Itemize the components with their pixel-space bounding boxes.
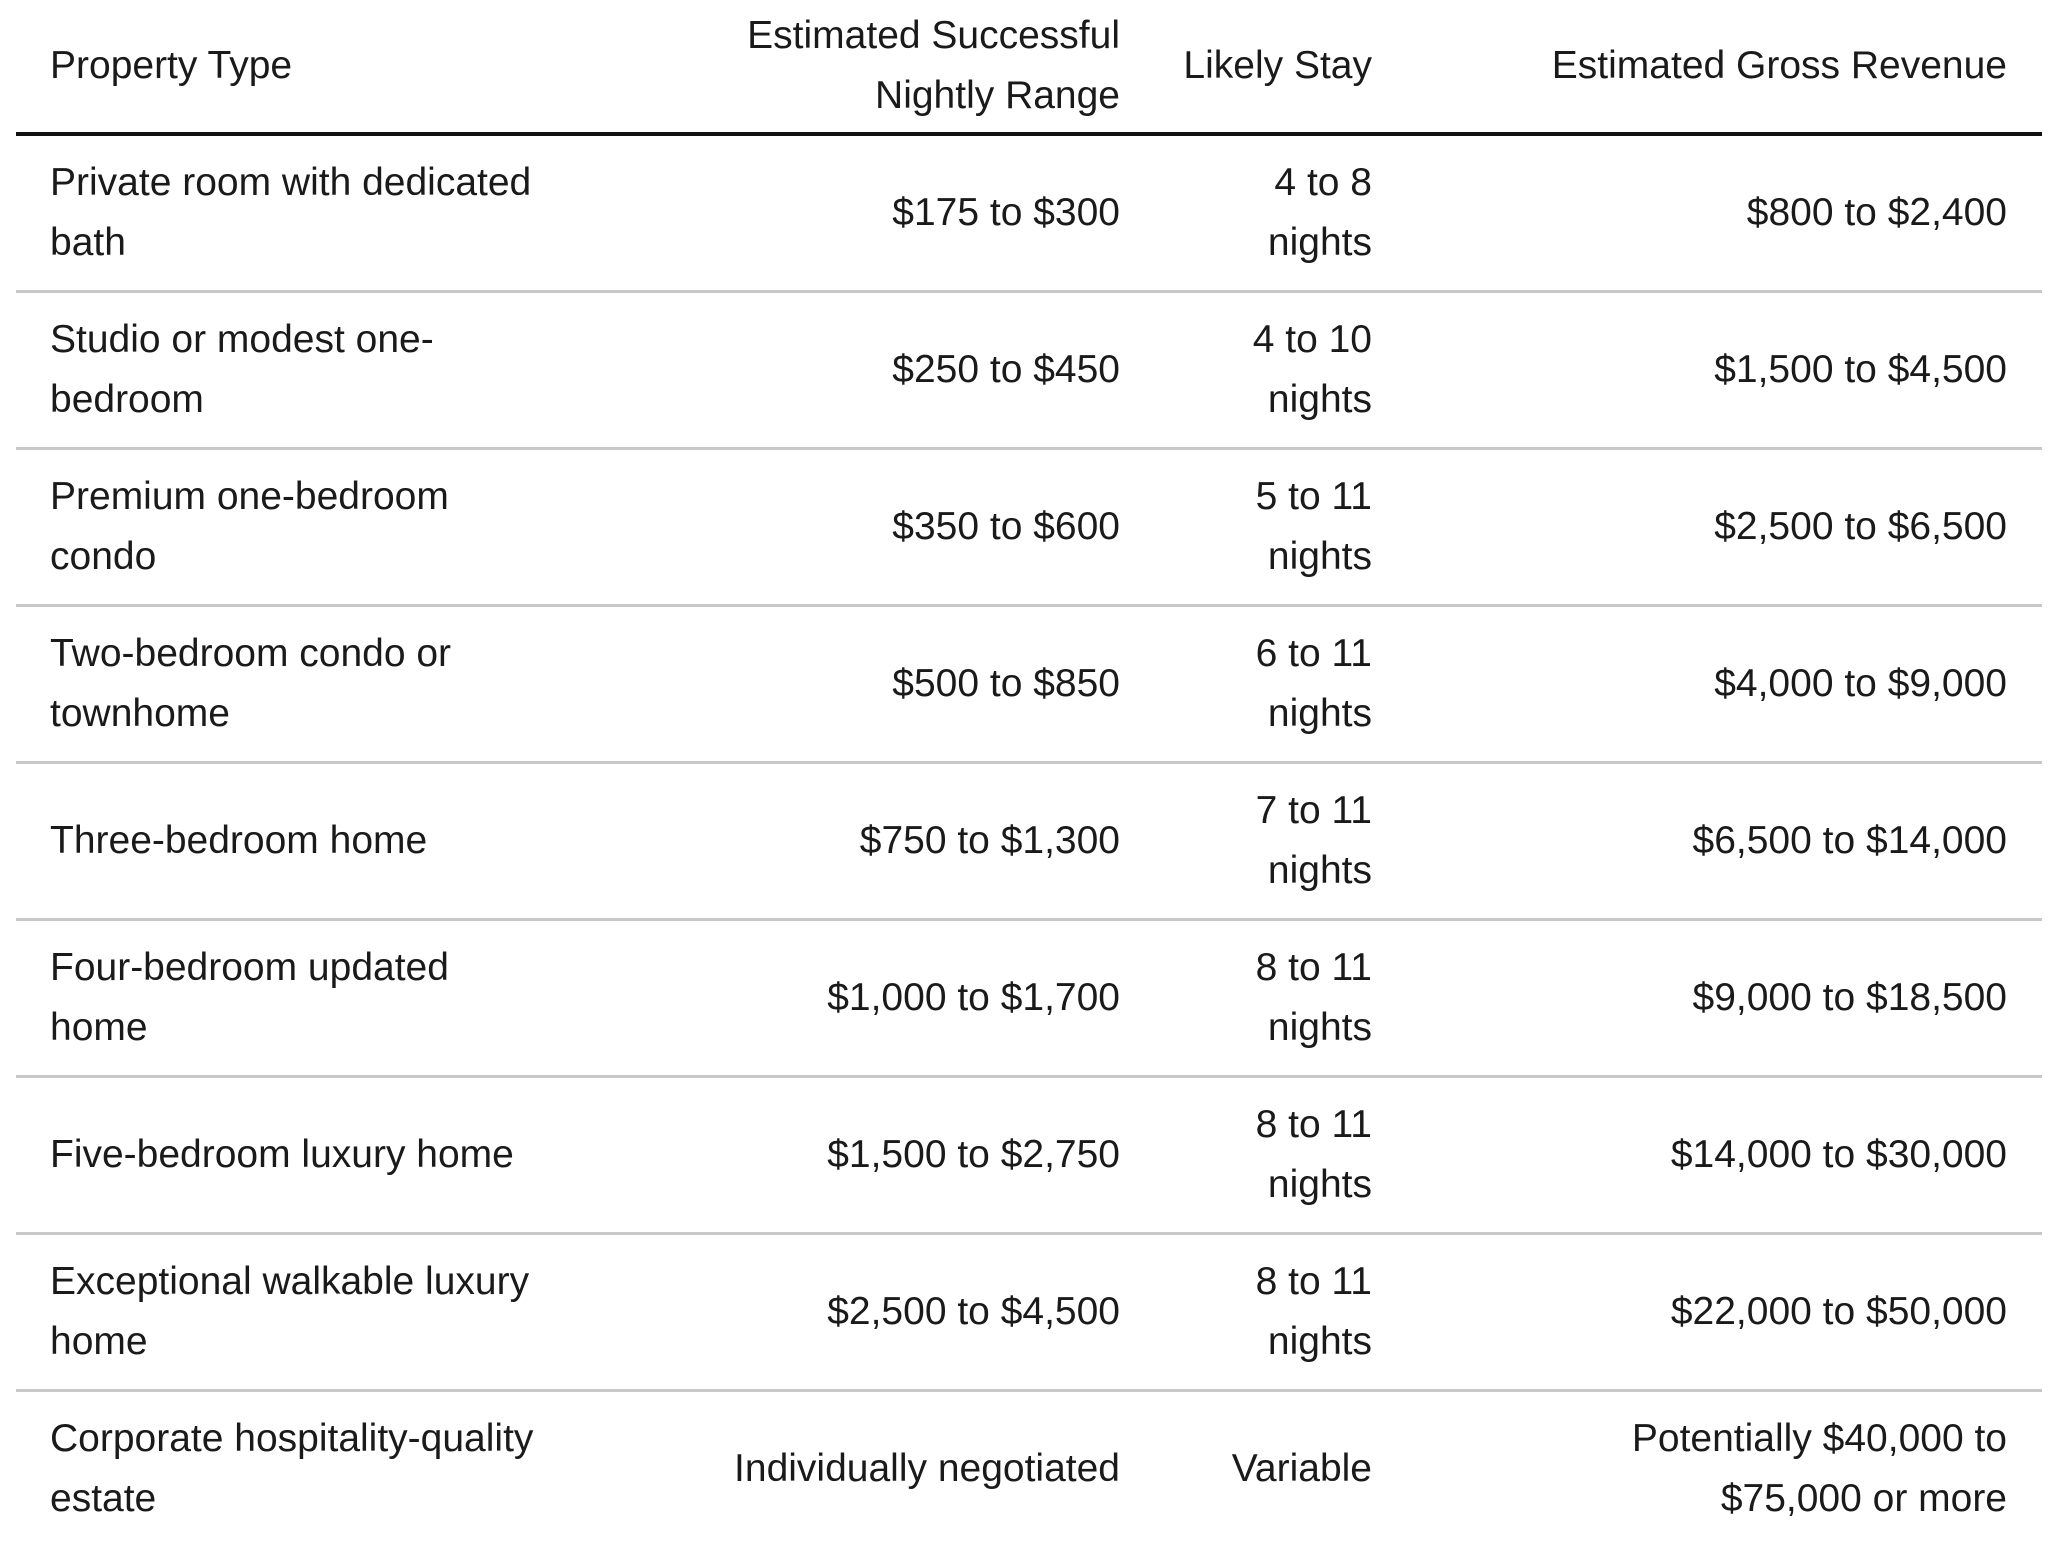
table-cell: $4,000 to $9,000: [1406, 605, 2042, 764]
table-cell: Private room with dedicated bath: [16, 134, 634, 293]
table-cell: Exceptional walkable luxury home: [16, 1233, 634, 1392]
table-cell: Variable: [1231, 1447, 1372, 1490]
table-row: Exceptional walkable luxury home $2,500 t…: [16, 1233, 2042, 1392]
table-cell: $1,500 to $2,750: [634, 1076, 1154, 1235]
table-cell: $2,500 to $6,500: [1406, 448, 2042, 607]
table-cell: Two-bedroom condo or townhome: [16, 605, 634, 764]
table-row: Two-bedroom condo or townhome $500 to $85…: [16, 605, 2042, 764]
table-cell: Potentially $40,000 to $75,000 or more: [1631, 1417, 2007, 1520]
table-cell: $500 to $850: [634, 605, 1154, 764]
table-cell: 8 to 11 nights: [1154, 919, 1406, 1078]
table-cell: $175 to $300: [634, 134, 1154, 293]
table-cell: $22,000 to $50,000: [1406, 1233, 2042, 1392]
table-cell: 5 to 11 nights: [1154, 448, 1406, 607]
table-row: Studio or modest one-bedroom $250 to $450…: [16, 291, 2042, 450]
table-cell: Studio or modest one-bedroom: [16, 291, 634, 450]
table-cell: $350 to $600: [634, 448, 1154, 607]
header-cell: Likely Stay: [1154, 0, 1406, 136]
header-cell: Estimated Successful Nightly Range: [634, 0, 1154, 136]
table-cell: 7 to 11 nights: [1154, 762, 1406, 921]
table-cell: Corporate hospitality-quality estate: [50, 1417, 534, 1520]
table-row: Three-bedroom home $750 to $1,300 7 to 11 …: [16, 762, 2042, 921]
pricing-table: Property Type Estimated Successful Nightl…: [16, 0, 2042, 1546]
header-cell: Property Type: [16, 0, 634, 136]
table-cell: 4 to 10 nights: [1154, 291, 1406, 450]
table-row: Five-bedroom luxury home $1,500 to $2,750…: [16, 1076, 2042, 1235]
header-row: Property Type Estimated Successful Nightl…: [16, 0, 2042, 136]
table-cell: 4 to 8 nights: [1154, 134, 1406, 293]
table-row: Private room with dedicated bath $175 to …: [16, 134, 2042, 293]
table-cell: 6 to 11 nights: [1154, 605, 1406, 764]
table-row: Premium one-bedroom condo $350 to $600 5 t…: [16, 448, 2042, 607]
table-cell: Five-bedroom luxury home: [16, 1076, 634, 1235]
table-cell: 8 to 11 nights: [1154, 1233, 1406, 1392]
table-cell: Individually negotiated: [734, 1447, 1120, 1490]
table-cell: $750 to $1,300: [634, 762, 1154, 921]
table-cell: $14,000 to $30,000: [1406, 1076, 2042, 1235]
table-cell: $800 to $2,400: [1406, 134, 2042, 293]
table-cell: $9,000 to $18,500: [1406, 919, 2042, 1078]
header-cell: Estimated Gross Revenue: [1406, 0, 2042, 136]
table-cell: Premium one-bedroom condo: [16, 448, 634, 607]
table-cell: $2,500 to $4,500: [634, 1233, 1154, 1392]
table-cell: $6,500 to $14,000: [1406, 762, 2042, 921]
table-cell: Three-bedroom home: [16, 762, 634, 921]
table-cell: $1,500 to $4,500: [1406, 291, 2042, 450]
table-cell: $250 to $450: [634, 291, 1154, 450]
table-row: Four-bedroom updated home $1,000 to $1,70…: [16, 919, 2042, 1078]
table-cell: $1,000 to $1,700: [634, 919, 1154, 1078]
table-row: Corporate hospitality-quality estate Indi…: [16, 1391, 2042, 1547]
table-cell: 8 to 11 nights: [1154, 1076, 1406, 1235]
table-cell: Four-bedroom updated home: [16, 919, 634, 1078]
